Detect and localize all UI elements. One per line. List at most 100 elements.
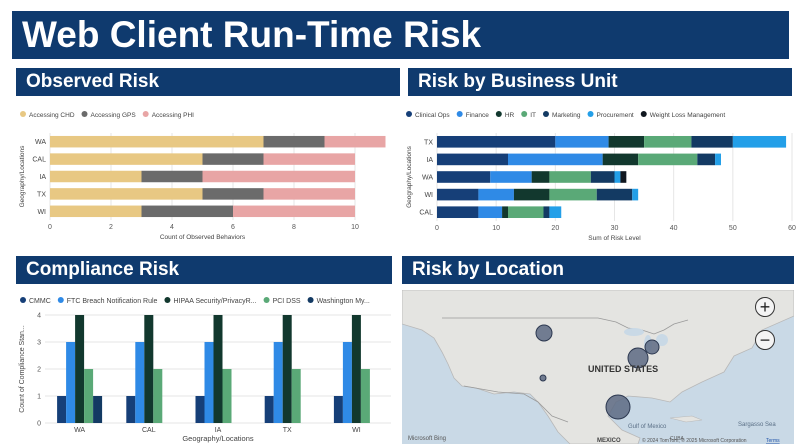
bar-tx-hr[interactable] bbox=[608, 135, 645, 148]
location-bubble-tx[interactable] bbox=[605, 394, 631, 420]
legend-label-finance[interactable]: Finance bbox=[466, 112, 490, 119]
bar-tx-cmmc[interactable] bbox=[264, 396, 274, 423]
bar-cal-procurement[interactable] bbox=[549, 206, 562, 219]
bar-cal-ftc-breach-notification-rule[interactable] bbox=[135, 342, 145, 423]
bar-ia-clinical-ops[interactable] bbox=[437, 153, 508, 166]
bar-wa-marketing[interactable] bbox=[590, 171, 615, 183]
bar-wa-hipaa-security-privacyr[interactable] bbox=[75, 315, 85, 423]
bar-ia-accessing-gps[interactable] bbox=[141, 170, 203, 183]
map-zoom-out-button[interactable]: − bbox=[755, 330, 775, 350]
bar-ia-cmmc[interactable] bbox=[195, 396, 205, 423]
bar-cal-clinical-ops[interactable] bbox=[437, 206, 479, 219]
bar-wa-accessing-phi[interactable] bbox=[324, 135, 386, 148]
legend-swatch-hr[interactable] bbox=[495, 111, 502, 117]
bar-ia-procurement[interactable] bbox=[715, 153, 721, 166]
bar-tx-marketing[interactable] bbox=[691, 135, 733, 148]
bar-wi-finance[interactable] bbox=[478, 188, 514, 201]
map-zoom-in-button[interactable]: + bbox=[755, 297, 775, 317]
bar-ia-finance[interactable] bbox=[508, 153, 603, 166]
legend-label-hr[interactable]: HR bbox=[505, 112, 515, 119]
bar-wa-pci-dss[interactable] bbox=[84, 369, 94, 423]
bar-wi-accessing-chd[interactable] bbox=[50, 205, 142, 218]
bar-wi-it[interactable] bbox=[549, 188, 597, 201]
bar-wa-accessing-chd[interactable] bbox=[50, 135, 264, 148]
bar-cal-accessing-phi[interactable] bbox=[263, 153, 356, 165]
bar-tx-pci-dss[interactable] bbox=[291, 369, 301, 423]
legend-label-hipaa-security-privacyr[interactable]: HIPAA Security/PrivacyR... bbox=[173, 298, 256, 305]
legend-swatch-accessing-phi[interactable] bbox=[142, 111, 149, 117]
bar-cal-pci-dss[interactable] bbox=[153, 369, 163, 423]
bar-ia-marketing[interactable] bbox=[697, 153, 716, 166]
bar-wi-procurement[interactable] bbox=[632, 188, 639, 201]
legend-swatch-washington-my[interactable] bbox=[307, 297, 314, 303]
bar-tx-accessing-gps[interactable] bbox=[202, 188, 264, 200]
legend-swatch-it[interactable] bbox=[521, 111, 528, 117]
bar-wi-hipaa-security-privacyr[interactable] bbox=[351, 315, 361, 423]
legend-label-procurement[interactable]: Procurement bbox=[597, 112, 634, 119]
legend-label-cmmc[interactable]: CMMC bbox=[29, 298, 51, 305]
risk-map[interactable]: UNITED STATES MEXICO Gulf of Mexico Sarg… bbox=[402, 290, 794, 444]
bar-wi-accessing-gps[interactable] bbox=[141, 205, 234, 218]
bar-cal-accessing-gps[interactable] bbox=[202, 153, 264, 165]
map-terms-link[interactable]: Terms bbox=[766, 438, 780, 444]
bar-wi-ftc-breach-notification-rule[interactable] bbox=[342, 342, 352, 423]
legend-swatch-marketing[interactable] bbox=[542, 111, 549, 117]
bar-cal-marketing[interactable] bbox=[543, 206, 550, 219]
location-bubble-wa[interactable] bbox=[535, 324, 553, 342]
bar-cal-it[interactable] bbox=[508, 206, 544, 219]
legend-label-accessing-gps[interactable]: Accessing GPS bbox=[91, 112, 137, 119]
legend-label-pci-dss[interactable]: PCI DSS bbox=[273, 298, 301, 305]
bar-cal-cmmc[interactable] bbox=[126, 396, 136, 423]
legend-label-weight-loss-management[interactable]: Weight Loss Management bbox=[650, 112, 726, 119]
legend-swatch-weight-loss-management[interactable] bbox=[640, 111, 647, 117]
location-bubble-ia[interactable] bbox=[627, 347, 649, 369]
bar-wa-procurement[interactable] bbox=[614, 171, 621, 183]
bar-wa-cmmc[interactable] bbox=[57, 396, 67, 423]
bar-ia-accessing-chd[interactable] bbox=[50, 170, 142, 183]
bar-tx-accessing-phi[interactable] bbox=[263, 188, 356, 200]
bar-tx-hipaa-security-privacyr[interactable] bbox=[282, 315, 292, 423]
bar-wi-clinical-ops[interactable] bbox=[437, 188, 479, 201]
bar-cal-hipaa-security-privacyr[interactable] bbox=[144, 315, 154, 423]
bar-wa-hr[interactable] bbox=[531, 171, 550, 183]
legend-label-clinical-ops[interactable]: Clinical Ops bbox=[415, 112, 450, 119]
bar-wa-clinical-ops[interactable] bbox=[437, 171, 491, 183]
legend-label-marketing[interactable]: Marketing bbox=[552, 112, 581, 119]
bar-wi-cmmc[interactable] bbox=[333, 396, 343, 423]
location-bubble-wi[interactable] bbox=[644, 339, 660, 355]
bar-ia-accessing-phi[interactable] bbox=[202, 170, 356, 183]
legend-label-ftc-breach-notification-rule[interactable]: FTC Breach Notification Rule bbox=[67, 298, 158, 305]
legend-swatch-ftc-breach-notification-rule[interactable] bbox=[57, 297, 64, 303]
legend-swatch-cmmc[interactable] bbox=[20, 297, 26, 303]
bar-wa-finance[interactable] bbox=[490, 171, 532, 183]
bar-tx-it[interactable] bbox=[644, 135, 692, 148]
legend-swatch-clinical-ops[interactable] bbox=[406, 111, 412, 117]
bar-cal-hr[interactable] bbox=[502, 206, 508, 219]
bar-tx-procurement[interactable] bbox=[732, 135, 787, 148]
legend-label-washington-my[interactable]: Washington My... bbox=[317, 298, 370, 305]
bar-wi-hr[interactable] bbox=[513, 188, 550, 201]
bar-tx-finance[interactable] bbox=[555, 135, 609, 148]
legend-swatch-procurement[interactable] bbox=[587, 111, 594, 117]
bar-cal-accessing-chd[interactable] bbox=[50, 153, 203, 165]
bar-tx-accessing-chd[interactable] bbox=[50, 188, 203, 200]
legend-label-accessing-phi[interactable]: Accessing PHI bbox=[152, 112, 194, 119]
legend-swatch-hipaa-security-privacyr[interactable] bbox=[164, 297, 171, 303]
bar-wi-pci-dss[interactable] bbox=[360, 369, 370, 423]
legend-label-accessing-chd[interactable]: Accessing CHD bbox=[29, 112, 75, 119]
bar-wi-accessing-phi[interactable] bbox=[233, 205, 355, 218]
bar-tx-ftc-breach-notification-rule[interactable] bbox=[273, 342, 283, 423]
map-canvas[interactable]: UNITED STATES MEXICO Gulf of Mexico Sarg… bbox=[402, 290, 794, 444]
bar-cal-finance[interactable] bbox=[478, 206, 503, 219]
bar-wi-marketing[interactable] bbox=[596, 188, 633, 201]
legend-swatch-pci-dss[interactable] bbox=[263, 297, 270, 303]
bar-ia-it[interactable] bbox=[638, 153, 698, 166]
bar-ia-hr[interactable] bbox=[602, 153, 639, 166]
legend-swatch-accessing-gps[interactable] bbox=[81, 111, 88, 117]
legend-swatch-accessing-chd[interactable] bbox=[20, 111, 26, 117]
legend-swatch-finance[interactable] bbox=[456, 111, 463, 117]
legend-label-it[interactable]: IT bbox=[530, 112, 536, 119]
bar-ia-hipaa-security-privacyr[interactable] bbox=[213, 315, 223, 423]
location-bubble-cal[interactable] bbox=[539, 374, 547, 382]
bar-wa-washington-my[interactable] bbox=[93, 396, 103, 423]
